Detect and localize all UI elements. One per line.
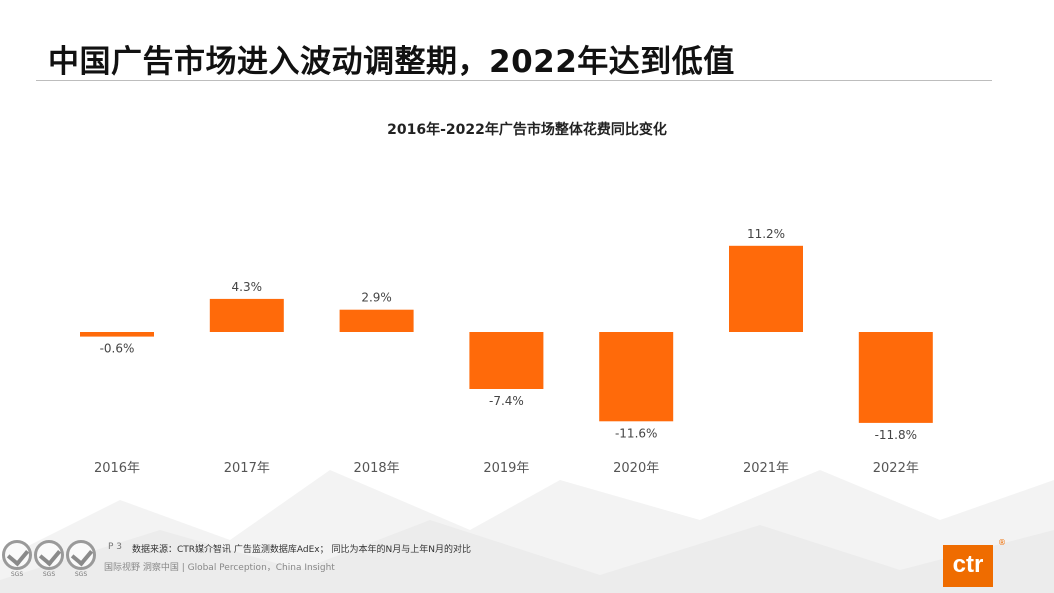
badge-2-text: SGS bbox=[42, 571, 56, 578]
category-label-2020年: 2020年 bbox=[613, 461, 659, 476]
badge-2 bbox=[34, 540, 64, 570]
badge-3-text: SGS bbox=[74, 571, 88, 578]
bar-2021年 bbox=[729, 245, 803, 332]
page-number: P 3 bbox=[108, 542, 123, 552]
badge-1-text: SGS bbox=[10, 571, 24, 578]
badge-1 bbox=[2, 540, 32, 570]
check-icon bbox=[38, 543, 62, 567]
category-label-2021年: 2021年 bbox=[743, 461, 789, 476]
bar-2016年 bbox=[80, 332, 154, 337]
bar-2018年 bbox=[339, 309, 414, 332]
data-label-2022年: -11.8% bbox=[875, 428, 917, 442]
ctr-logo: ctr bbox=[943, 545, 993, 587]
bar-2017年 bbox=[209, 298, 284, 332]
bar-2022年 bbox=[858, 332, 933, 423]
title-divider bbox=[36, 80, 992, 81]
check-icon bbox=[70, 543, 94, 567]
registered-mark: ® bbox=[998, 538, 1006, 547]
data-label-2017年: 4.3% bbox=[232, 280, 263, 294]
badge-3 bbox=[66, 540, 96, 570]
bar-2019年 bbox=[469, 332, 544, 389]
data-label-2019年: -7.4% bbox=[489, 394, 524, 408]
category-label-2019年: 2019年 bbox=[483, 461, 529, 476]
data-label-2021年: 11.2% bbox=[747, 227, 785, 241]
chart-title: 2016年-2022年广告市场整体花费同比变化 bbox=[387, 122, 667, 138]
category-label-2022年: 2022年 bbox=[873, 461, 919, 476]
data-label-2020年: -11.6% bbox=[615, 426, 657, 440]
check-icon bbox=[6, 543, 30, 567]
category-label-2018年: 2018年 bbox=[354, 461, 400, 476]
data-label-2018年: 2.9% bbox=[361, 291, 392, 305]
category-label-2017年: 2017年 bbox=[224, 461, 270, 476]
slide-title: 中国广告市场进入波动调整期，2022年达到低值 bbox=[48, 44, 735, 80]
company-tagline: 国际视野 洞察中国 | Global Perception，China Insi… bbox=[104, 563, 335, 573]
data-source-note: 数据来源：CTR媒介智讯 广告监测数据库AdEx； 同比为本年的N月与上年N月的… bbox=[132, 545, 471, 555]
category-label-2016年: 2016年 bbox=[94, 461, 140, 476]
data-label-2016年: -0.6% bbox=[100, 342, 135, 356]
bar-2020年 bbox=[599, 332, 674, 422]
